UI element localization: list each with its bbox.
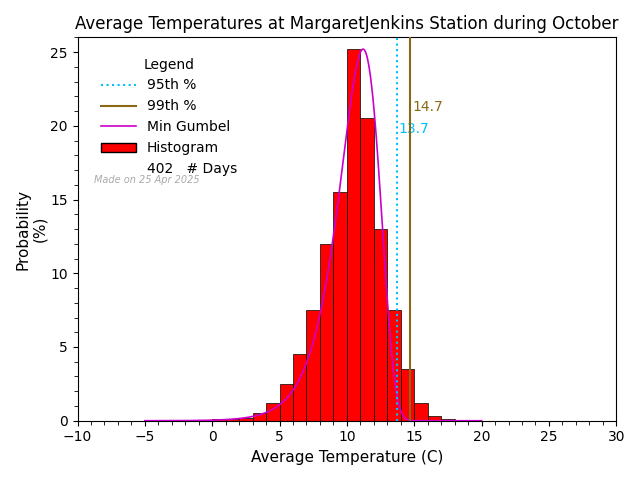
X-axis label: Average Temperature (C): Average Temperature (C): [251, 450, 443, 465]
Bar: [428, 416, 441, 421]
Bar: [441, 419, 454, 421]
Bar: [239, 418, 253, 421]
Bar: [320, 244, 333, 421]
Text: 14.7: 14.7: [412, 100, 443, 114]
Bar: [347, 49, 360, 421]
Text: Made on 25 Apr 2025: Made on 25 Apr 2025: [93, 175, 199, 185]
Bar: [307, 310, 320, 421]
Text: 13.7: 13.7: [399, 122, 429, 136]
Legend: 95th %, 99th %, Min Gumbel, Histogram, 402   # Days: 95th %, 99th %, Min Gumbel, Histogram, 4…: [95, 52, 243, 182]
Bar: [266, 403, 280, 421]
Bar: [333, 192, 347, 421]
Bar: [387, 310, 401, 421]
Bar: [414, 403, 428, 421]
Title: Average Temperatures at MargaretJenkins Station during October: Average Temperatures at MargaretJenkins …: [75, 15, 619, 33]
Bar: [185, 420, 199, 421]
Y-axis label: Probability
(%): Probability (%): [15, 189, 47, 270]
Bar: [360, 119, 374, 421]
Bar: [280, 384, 293, 421]
Bar: [401, 369, 414, 421]
Bar: [226, 419, 239, 421]
Bar: [212, 419, 226, 421]
Bar: [374, 229, 387, 421]
Bar: [199, 420, 212, 421]
Bar: [253, 413, 266, 421]
Bar: [293, 354, 307, 421]
